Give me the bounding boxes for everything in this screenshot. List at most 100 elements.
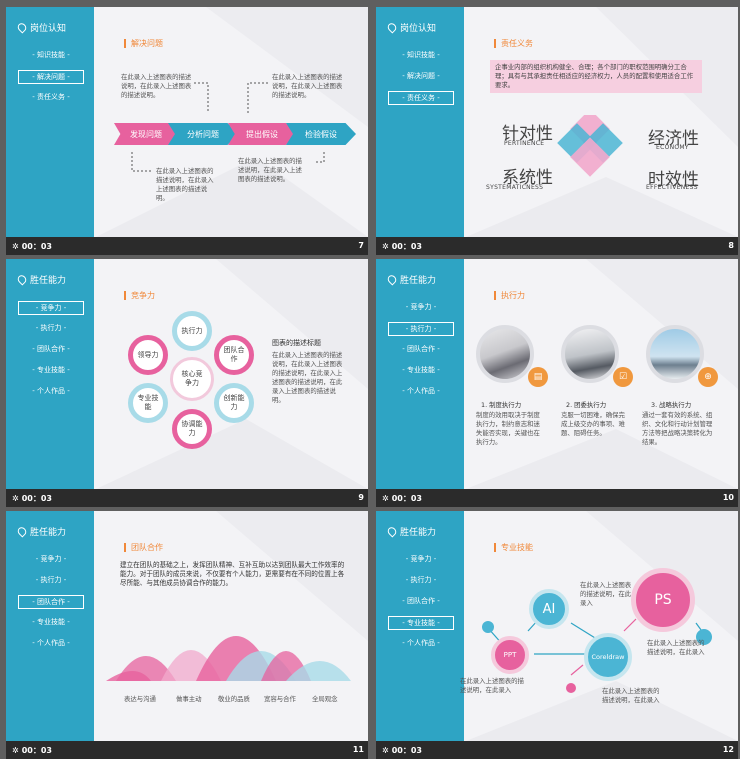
sidebar-title: 岗位认知 xyxy=(385,21,436,34)
menu-item-works[interactable]: - 个人作品 - xyxy=(32,639,70,647)
menu-item-duty[interactable]: - 责任义务 - xyxy=(32,93,70,101)
desc-text: 在此录入上述图表的描述说明，在此录入上述图表的描述说明。 xyxy=(238,157,302,183)
menu-item-skills[interactable]: - 专业技能 - xyxy=(388,616,454,630)
keyword-sub: ECONOMY xyxy=(656,144,689,151)
checkbox-icon: ☑ xyxy=(613,367,633,387)
sidebar-title: 胜任能力 xyxy=(15,273,66,286)
petal-teamwork: 团队合作 xyxy=(214,335,254,375)
desc-text: 在此录入上述图表的描述说明，在此录入上述图表的描述说明，在此录入上述图表的描述说… xyxy=(272,351,343,404)
keyword-sub: PERTINENCE xyxy=(504,140,545,147)
menu-item-execution[interactable]: - 执行力 - xyxy=(388,322,454,336)
skill-bubble-coreldraw: Coreldraw xyxy=(584,633,632,681)
menu-item-execution[interactable]: - 执行力 - xyxy=(35,576,67,584)
core-circle: 核心竞争力 xyxy=(170,357,214,401)
menu-item-competitiveness[interactable]: - 竞争力 - xyxy=(405,303,437,311)
location-pin-icon xyxy=(15,525,29,538)
location-pin-icon xyxy=(15,273,29,286)
step-arrow-1: 发现问题 xyxy=(114,123,178,145)
menu-item-teamwork[interactable]: - 团队合作 - xyxy=(18,595,84,609)
slide-number: 7 xyxy=(358,241,364,250)
menu-item-execution[interactable]: - 执行力 - xyxy=(35,324,67,332)
curve-label: 表达与沟通 xyxy=(124,695,156,703)
menu-item-skills[interactable]: - 专业技能 - xyxy=(402,366,440,374)
section-heading: 团队合作 xyxy=(124,543,163,552)
step-arrow-2: 分析问题 xyxy=(168,123,238,145)
keyword: 时效性 xyxy=(648,170,699,190)
globe-icon: ⊕ xyxy=(698,367,718,387)
menu-item-knowledge[interactable]: - 知识技能 - xyxy=(32,51,70,59)
curve-label: 敬业的品质 xyxy=(218,695,250,703)
slide-number: 8 xyxy=(728,241,734,250)
menu-item-duty[interactable]: - 责任义务 - xyxy=(388,91,454,105)
dot-accent xyxy=(482,621,494,633)
desc-text: 在此录入上述图表的描述说明，在此录入 xyxy=(460,677,524,694)
menu-item-teamwork[interactable]: - 团队合作 - xyxy=(402,345,440,353)
desc-text: 在此录入上述图表的描述说明，在此录入上述图表的描述说明。 xyxy=(272,73,343,99)
slide-9[interactable]: 胜任能力 - 竞争力 - - 执行力 - - 团队合作 - - 专业技能 - -… xyxy=(6,259,368,507)
petal-skills: 专业技能 xyxy=(128,383,168,423)
slide-footer: ✲ 00：03 11 xyxy=(6,741,368,759)
menu-item-competitiveness[interactable]: - 竞争力 - xyxy=(35,555,67,563)
desc-text: 在此录入上述图表的描述说明，在此录入 xyxy=(647,639,705,656)
photo-office xyxy=(561,325,619,383)
petal-innovation: 创新能力 xyxy=(214,383,254,423)
location-pin-icon xyxy=(385,273,399,286)
diamond-graphic xyxy=(557,115,623,177)
keyword: 系统性 xyxy=(502,168,553,188)
desc-text: 在此录入上述图表的描述说明，在此录入上述图表的描述说明。 xyxy=(156,167,214,202)
menu-item-problem[interactable]: - 解决问题 - xyxy=(402,72,440,80)
keyword-sub: SYSTEMATICNESS xyxy=(486,184,544,191)
sidebar: 岗位认知 - 知识技能 - - 解决问题 - - 责任义务 - xyxy=(6,7,94,237)
sidebar: 岗位认知 - 知识技能 - - 解决问题 - - 责任义务 - xyxy=(376,7,464,237)
menu-item-works[interactable]: - 个人作品 - xyxy=(402,639,440,647)
skill-bubble-ps: PS xyxy=(631,568,695,632)
star-icon: ✲ xyxy=(382,746,389,755)
star-icon: ✲ xyxy=(12,494,19,503)
slide-footer: ✲ 00：03 8 xyxy=(376,237,738,255)
menu-item-teamwork[interactable]: - 团队合作 - xyxy=(402,597,440,605)
location-pin-icon xyxy=(385,21,399,34)
section-heading: 执行力 xyxy=(494,291,525,300)
slide-10[interactable]: 胜任能力 - 竞争力 - - 执行力 - - 团队合作 - - 专业技能 - -… xyxy=(376,259,738,507)
star-icon: ✲ xyxy=(382,242,389,251)
sidebar: 胜任能力 - 竞争力 - - 执行力 - - 团队合作 - - 专业技能 - -… xyxy=(6,511,94,741)
slide-12[interactable]: 胜任能力 - 竞争力 - - 执行力 - - 团队合作 - - 专业技能 - -… xyxy=(376,511,738,759)
section-heading: 解决问题 xyxy=(124,39,163,48)
slide-number: 9 xyxy=(358,493,364,502)
star-icon: ✲ xyxy=(12,242,19,251)
intro-box: 企事业内部的组织机构健全、合理；各个部门的职权范围明确分工合理；具有与其承担责任… xyxy=(490,60,702,93)
menu-item-competitiveness[interactable]: - 竞争力 - xyxy=(405,555,437,563)
menu-item-execution[interactable]: - 执行力 - xyxy=(405,576,437,584)
section-heading: 专业技能 xyxy=(494,543,533,552)
slide-footer: ✲ 00：03 12 xyxy=(376,741,738,759)
document-icon: ▤ xyxy=(528,367,548,387)
photo-skyline xyxy=(646,325,704,383)
menu-item-works[interactable]: - 个人作品 - xyxy=(32,387,70,395)
keyword: 针对性 xyxy=(502,124,553,144)
slide-11[interactable]: 胜任能力 - 竞争力 - - 执行力 - - 团队合作 - - 专业技能 - -… xyxy=(6,511,368,759)
slide-7[interactable]: 岗位认知 - 知识技能 - - 解决问题 - - 责任义务 - 解决问题 在此录… xyxy=(6,7,368,255)
menu-item-problem[interactable]: - 解决问题 - xyxy=(18,70,84,84)
menu-item-teamwork[interactable]: - 团队合作 - xyxy=(32,345,70,353)
slide-8[interactable]: 岗位认知 - 知识技能 - - 解决问题 - - 责任义务 - 责任义务 企事业… xyxy=(376,7,738,255)
desc-text: 在此录入上述图表的描述说明，在此录入上述图表的描述说明。 xyxy=(121,73,192,99)
petal-leadership: 领导力 xyxy=(128,335,168,375)
menu-item-skills[interactable]: - 专业技能 - xyxy=(32,618,70,626)
photo-meeting xyxy=(476,325,534,383)
desc-text: 在此录入上述图表的描述说明，在此录入 xyxy=(580,581,632,607)
sidebar: 胜任能力 - 竞争力 - - 执行力 - - 团队合作 - - 专业技能 - -… xyxy=(376,259,464,489)
star-icon: ✲ xyxy=(382,494,389,503)
sidebar-title: 岗位认知 xyxy=(15,21,66,34)
card-title: 2. 团委执行力 xyxy=(566,401,607,409)
menu-item-knowledge[interactable]: - 知识技能 - xyxy=(402,51,440,59)
curve-label: 做事主动 xyxy=(176,695,202,703)
sidebar-title: 胜任能力 xyxy=(385,273,436,286)
menu-item-competitiveness[interactable]: - 竞争力 - xyxy=(18,301,84,315)
sidebar: 胜任能力 - 竞争力 - - 执行力 - - 团队合作 - - 专业技能 - -… xyxy=(376,511,464,741)
menu-item-works[interactable]: - 个人作品 - xyxy=(402,387,440,395)
slide-canvas: 胜任能力 - 竞争力 - - 执行力 - - 团队合作 - - 专业技能 - -… xyxy=(6,259,368,489)
desc-title: 图表的描述标题 xyxy=(272,339,321,347)
paragraph: 建立在团队的基础之上，发挥团队精神、互补互助以达到团队最大工作效率的能力。对于团… xyxy=(120,561,345,587)
connector-lines xyxy=(131,82,325,172)
menu-item-skills[interactable]: - 专业技能 - xyxy=(32,366,70,374)
